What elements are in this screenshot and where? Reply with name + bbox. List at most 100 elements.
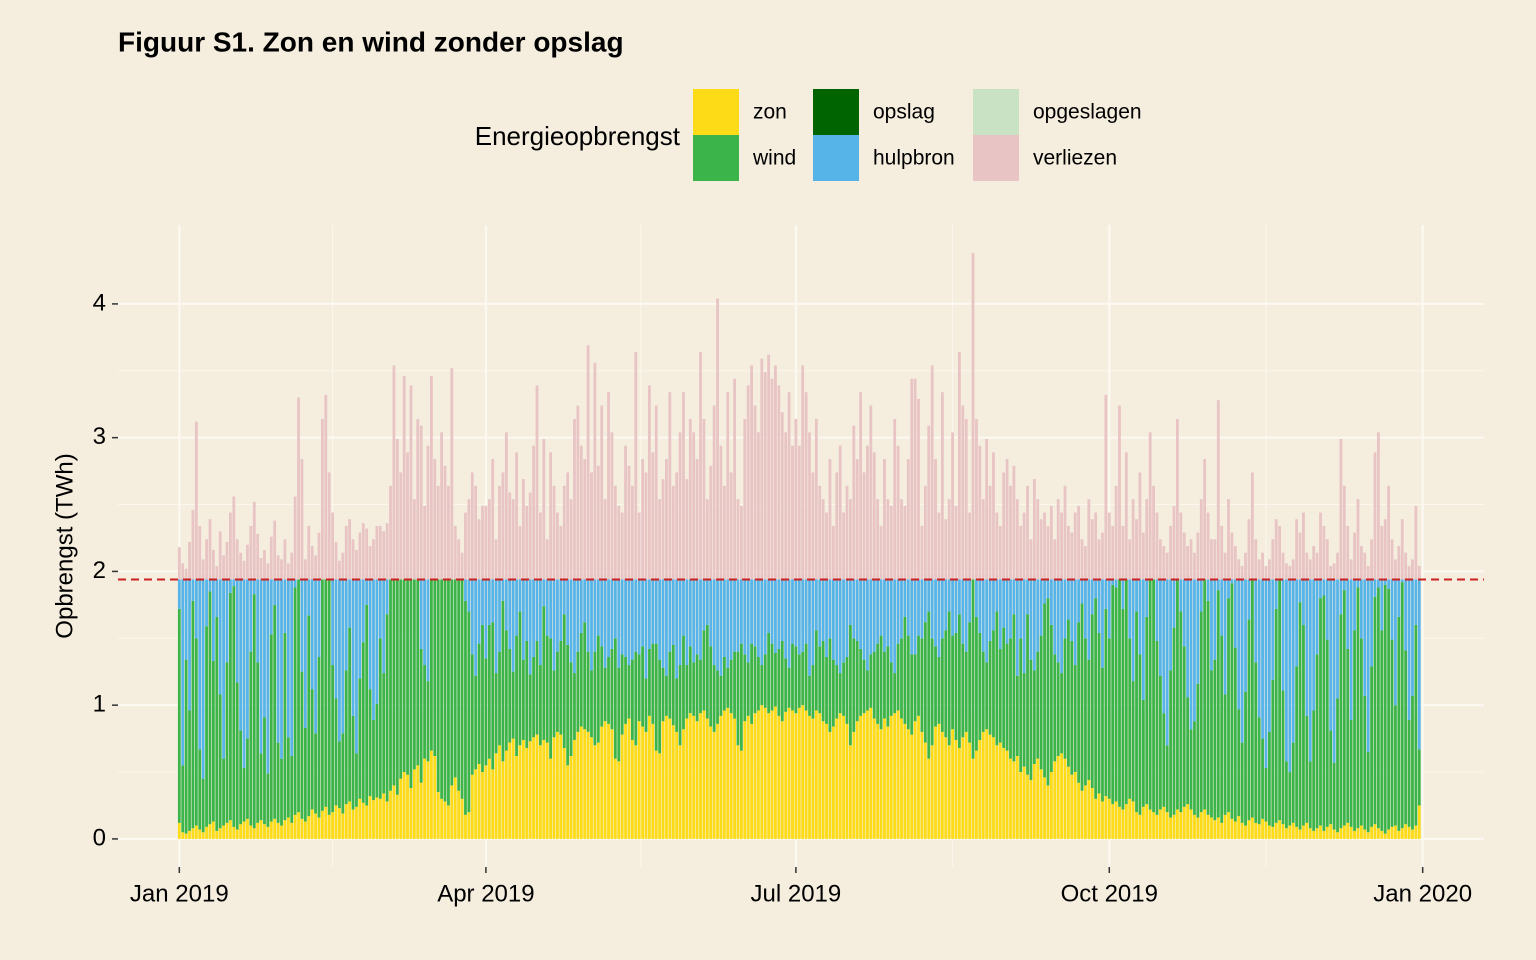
bar-segment <box>1342 579 1346 591</box>
bar-segment <box>617 579 621 668</box>
bar-segment <box>675 731 679 839</box>
bar-segment <box>739 505 743 580</box>
bar-segment <box>222 825 225 839</box>
bar-segment <box>600 726 604 839</box>
bar-segment <box>958 579 961 615</box>
bar-segment <box>1417 749 1421 806</box>
bar-segment <box>1145 804 1149 839</box>
bar-segment <box>811 665 815 719</box>
bar-segment <box>654 405 658 580</box>
bar-segment <box>1104 608 1108 797</box>
bar-segment <box>1216 590 1220 818</box>
bar-segment <box>1070 532 1074 580</box>
bar-segment <box>1233 647 1237 822</box>
bar-segment <box>508 742 512 839</box>
bar-segment <box>1359 579 1363 639</box>
bar-segment <box>971 253 975 580</box>
bar-segment <box>1049 579 1053 625</box>
bar-segment <box>719 579 723 676</box>
bar-segment <box>1302 512 1305 580</box>
bar-segment <box>1394 579 1397 706</box>
bar-segment <box>774 653 777 707</box>
bar-segment <box>1073 665 1077 773</box>
bar-segment <box>1271 826 1275 839</box>
x-tick-label: Jan 2020 <box>1373 880 1472 907</box>
bar-segment <box>903 505 907 580</box>
bar-segment <box>872 718 876 839</box>
bar-segment <box>569 579 573 663</box>
bar-segment <box>692 662 696 716</box>
bar-segment <box>562 614 566 748</box>
bar-segment <box>573 418 576 580</box>
bar-segment <box>763 372 767 580</box>
bar-segment <box>1009 758 1012 839</box>
bar-segment <box>246 818 249 839</box>
bar-segment <box>842 512 845 580</box>
bar-segment <box>1005 579 1009 644</box>
legend-label: verliezen <box>1033 147 1117 170</box>
bar-segment <box>893 713 897 839</box>
bar-segment <box>603 667 607 722</box>
bar-segment <box>981 651 985 732</box>
bar-segment <box>1104 579 1108 609</box>
bar-segment <box>1080 539 1084 580</box>
bar-segment <box>327 814 331 839</box>
bar-segment <box>1097 793 1101 839</box>
bar-segment <box>1387 579 1391 589</box>
bar-segment <box>1056 755 1060 839</box>
bar-segment <box>620 654 624 735</box>
bar-segment <box>600 579 604 647</box>
bar-segment <box>317 579 321 658</box>
bar-segment <box>283 820 287 839</box>
bar-segment <box>487 579 491 625</box>
x-tick-label: Apr 2019 <box>437 880 534 907</box>
bar-segment <box>201 832 205 839</box>
bar-segment <box>293 587 297 815</box>
bar-segment <box>801 651 805 706</box>
bar-segment <box>695 459 699 580</box>
bar-segment <box>763 654 767 708</box>
bar-segment <box>1158 809 1162 839</box>
bar-segment <box>382 673 386 794</box>
bar-segment <box>542 439 546 580</box>
bar-segment <box>338 808 341 839</box>
bar-segment <box>998 742 1002 839</box>
bar-segment <box>286 563 290 580</box>
bar-segment <box>886 646 890 727</box>
bar-segment <box>1053 539 1057 580</box>
bar-segment <box>406 579 409 775</box>
bar-segment <box>651 452 655 580</box>
bar-segment <box>624 723 627 839</box>
bar-segment <box>283 579 287 633</box>
bar-segment <box>303 727 307 822</box>
bar-segment <box>1165 552 1169 580</box>
bar-segment <box>1026 774 1029 839</box>
bar-segment <box>937 657 941 724</box>
bar-segment <box>1271 539 1275 580</box>
bar-segment <box>1199 579 1203 612</box>
bar-segment <box>477 643 481 765</box>
bar-segment <box>1319 825 1322 839</box>
bar-segment <box>1210 670 1213 818</box>
bar-segment <box>1128 638 1132 799</box>
bar-segment <box>317 657 321 818</box>
bar-segment <box>460 798 464 839</box>
bar-segment <box>1155 512 1159 580</box>
bar-segment <box>1029 780 1033 839</box>
bar-segment <box>1387 588 1391 830</box>
bar-segment <box>191 509 195 580</box>
bar-segment <box>879 525 883 580</box>
legend-label: opslag <box>873 101 935 124</box>
bar-segment <box>358 678 362 799</box>
bar-segment <box>1387 485 1391 580</box>
bar-segment <box>1397 579 1401 617</box>
bar-segment <box>566 765 570 839</box>
bar-segment <box>1349 559 1353 580</box>
bar-segment <box>637 579 641 655</box>
bar-segment <box>1009 485 1012 580</box>
bar-segment <box>1404 579 1408 651</box>
bar-segment <box>211 661 215 822</box>
bar-segment <box>1124 452 1128 580</box>
bar-segment <box>368 689 372 797</box>
